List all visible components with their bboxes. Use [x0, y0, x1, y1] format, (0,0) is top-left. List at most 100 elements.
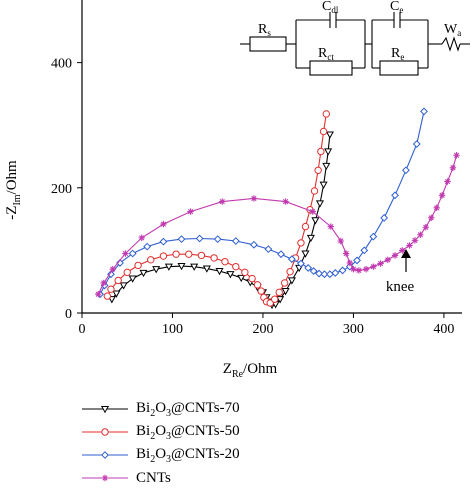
y-tick-label: 400: [51, 57, 72, 72]
data-point: [346, 259, 354, 267]
resistor-rct: [309, 60, 353, 76]
data-point: [128, 275, 137, 283]
legend-item-bi2o3-cnts-50: Bi2O3@CNTs-50: [80, 421, 240, 443]
data-point: [100, 405, 110, 414]
data-point: [417, 231, 424, 238]
data-point: [241, 268, 249, 277]
data-point: [331, 269, 340, 277]
data-point: [253, 281, 262, 289]
data-point: [101, 451, 109, 459]
data-point: [411, 237, 419, 244]
data-point: [187, 208, 194, 215]
knee-annotation: knee: [386, 249, 415, 295]
data-point: [355, 267, 363, 274]
data-point: [297, 239, 305, 247]
data-point: [172, 250, 180, 258]
data-point: [134, 261, 142, 270]
legend-swatch-bi2o3-cnts-50: [82, 428, 128, 436]
data-point: [281, 288, 290, 296]
data-point: [143, 242, 152, 251]
y-axis-label: -ZIm/Ohm: [4, 160, 23, 220]
data-point: [406, 242, 413, 249]
data-point: [138, 234, 145, 242]
data-point: [122, 250, 129, 257]
label-ce: Ce: [390, 0, 403, 15]
data-point: [159, 252, 168, 260]
data-point: [160, 220, 167, 228]
data-point: [370, 263, 377, 270]
data-point: [327, 223, 335, 230]
x-tick-label: 400: [433, 322, 454, 337]
label-rs: Rs: [258, 22, 271, 38]
data-point: [210, 254, 218, 262]
data-point: [128, 249, 137, 258]
data-point: [109, 265, 116, 273]
data-point: [310, 187, 319, 195]
x-tick-label: 200: [252, 322, 273, 337]
data-point: [319, 181, 328, 189]
data-point: [391, 252, 399, 259]
data-point: [322, 110, 330, 118]
data-point: [257, 287, 265, 295]
knee-label: knee: [386, 279, 415, 295]
data-point: [250, 195, 258, 202]
data-point: [177, 235, 186, 244]
series-cnts: [95, 152, 460, 298]
data-point: [139, 269, 148, 278]
data-point: [422, 224, 430, 231]
data-point: [195, 234, 204, 243]
data-point: [282, 198, 289, 205]
legend-item-bi2o3-cnts-20: Bi2O3@CNTs-20: [80, 444, 240, 466]
data-point: [226, 271, 235, 279]
legend-item-cnts: CNTs: [80, 467, 171, 489]
equivalent-circuit: [240, 12, 470, 76]
data-point: [399, 247, 406, 254]
legend-swatch-cnts: [82, 474, 128, 482]
data-point: [301, 222, 310, 231]
label-wa: Wa: [444, 22, 461, 38]
resistor-rs: [249, 36, 287, 52]
data-point: [360, 246, 369, 255]
data-point: [202, 265, 211, 273]
y-tick-label: 0: [65, 307, 72, 322]
data-point: [277, 250, 285, 259]
label-cdl: Cdl: [322, 0, 339, 15]
data-point: [232, 262, 240, 271]
data-point: [325, 270, 334, 279]
data-point: [315, 200, 325, 208]
data-point: [309, 208, 316, 215]
data-point: [119, 282, 128, 290]
data-point: [152, 266, 161, 274]
data-point: [114, 276, 122, 285]
data-point: [123, 268, 131, 277]
data-point: [301, 250, 310, 258]
y-tick-label: 200: [51, 182, 72, 197]
data-point: [319, 127, 328, 136]
axis-ticks: 0 100 200 300 400 0 200 400: [51, 57, 454, 337]
data-point: [177, 262, 186, 271]
data-point: [449, 164, 457, 171]
data-point: [433, 204, 440, 212]
data-point: [362, 265, 370, 273]
data-point: [412, 140, 421, 148]
series-bi2o3-cnts-50: [103, 110, 330, 307]
data-point: [280, 279, 289, 287]
legend-swatch-bi2o3-cnts-70: [82, 405, 128, 414]
data-point: [164, 263, 173, 271]
data-point: [249, 240, 258, 249]
resistor-re: [379, 60, 419, 76]
data-point: [159, 237, 168, 246]
data-point: [221, 257, 229, 266]
data-point: [197, 251, 206, 260]
x-tick-label: 0: [79, 322, 86, 337]
data-point: [276, 296, 285, 304]
data-point: [324, 148, 333, 156]
data-point: [391, 191, 399, 200]
data-point: [420, 107, 428, 116]
data-point: [369, 232, 378, 241]
legend-label: Bi2O3@CNTs-20: [136, 445, 240, 465]
data-point: [248, 274, 256, 283]
data-point: [342, 250, 350, 257]
series-bi2o3-cnts-70: [107, 131, 334, 310]
data-point: [231, 237, 240, 245]
